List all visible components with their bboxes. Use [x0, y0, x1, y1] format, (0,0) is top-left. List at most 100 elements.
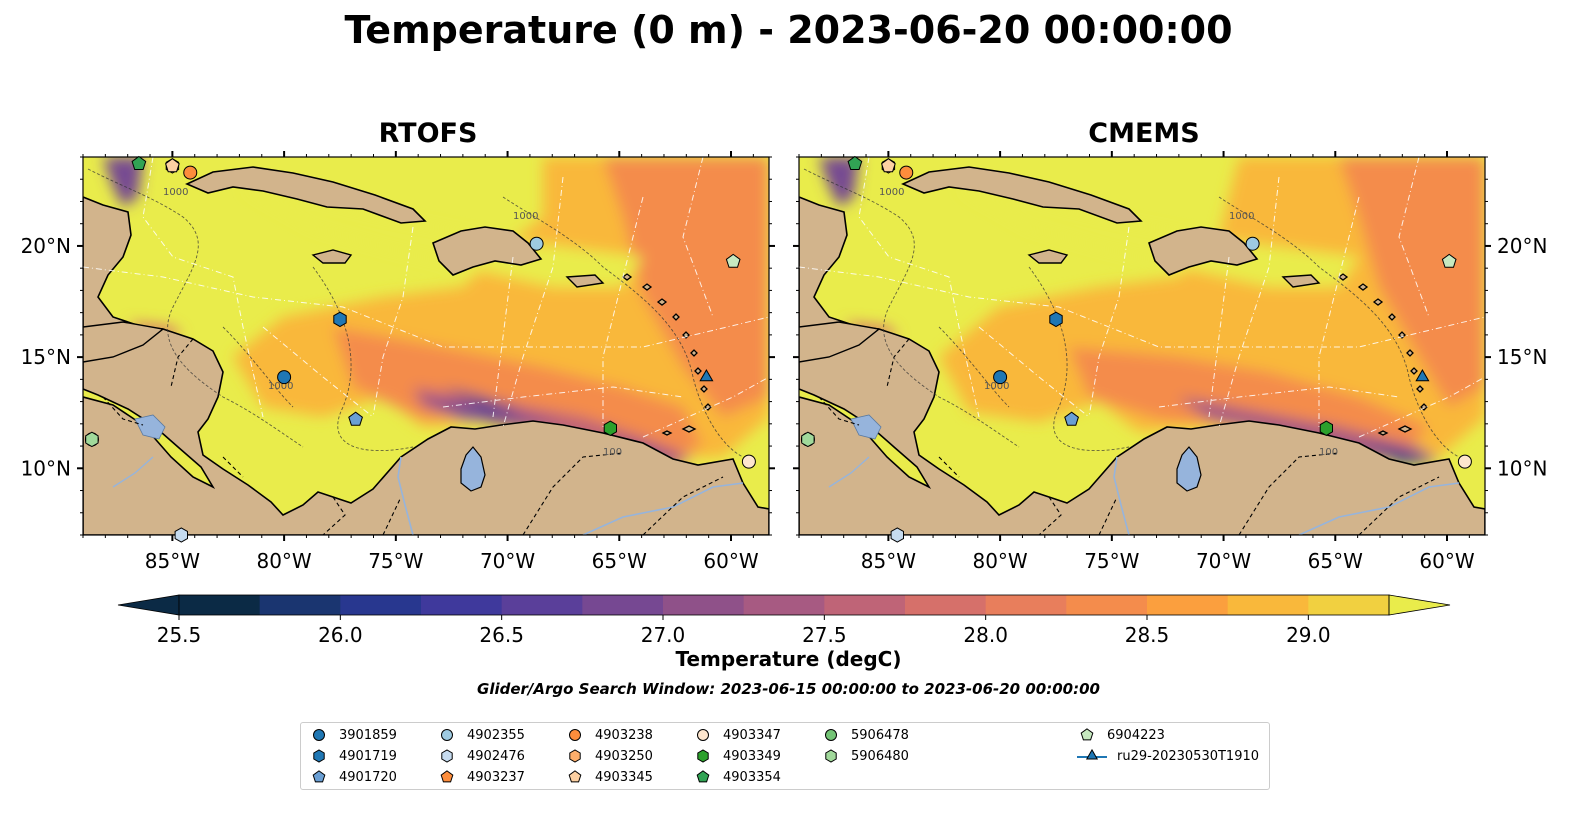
platform-marker-3901859: [277, 370, 292, 385]
platform-marker-4903354: [131, 155, 147, 170]
map-panel-rtofs: [83, 157, 769, 535]
lon-tick-label: 65°W: [1308, 549, 1363, 573]
colorbar-segment: [824, 595, 906, 615]
platform-marker-4902355: [1245, 236, 1260, 251]
legend-marker-icon: [568, 770, 582, 783]
legend-item: 6904223: [1077, 725, 1165, 745]
search-window-text: Glider/Argo Search Window: 2023-06-15 00…: [477, 680, 1100, 698]
colorbar-tick-label: 29.0: [1286, 623, 1331, 646]
map-panel-cmems: [799, 157, 1485, 535]
lat-tick-label: 20°N: [1497, 234, 1547, 258]
colorbar-label: Temperature (degC): [675, 647, 902, 671]
legend-label: 4903237: [467, 769, 525, 785]
platform-marker-4903347: [741, 454, 756, 469]
legend-item: 4903250: [565, 746, 653, 766]
legend-item: 4903345: [565, 767, 653, 787]
legend-item: 4902476: [437, 746, 525, 766]
legend-marker-icon: [825, 749, 837, 763]
platform-marker-4903345: [165, 158, 180, 173]
legend-item: 5906480: [821, 746, 909, 766]
lon-tick-label: 85°W: [861, 549, 916, 573]
platform-marker-ru29-20230530T1910: [699, 369, 714, 382]
colorbar-segment: [340, 595, 422, 615]
legend-marker-icon: [569, 729, 581, 741]
lon-tick-label: 70°W: [480, 549, 535, 573]
legend-label: 4903345: [595, 769, 653, 785]
legend-item: 4902355: [437, 725, 525, 745]
platform-marker-4903345: [881, 158, 896, 173]
platform-legend: 3901859 4901719 4901720 4902355 4902476 49032…: [300, 722, 1270, 790]
figure-title: Temperature (0 m) - 2023-06-20 00:00:00: [344, 8, 1233, 52]
lat-tick-label: 10°N: [1497, 456, 1547, 480]
colorbar-segment: [1308, 595, 1390, 615]
legend-label: 4901719: [339, 748, 397, 764]
legend-item: 4903347: [693, 725, 781, 745]
legend-item: 4901719: [309, 746, 397, 766]
colorbar: 25.5 26.0 26.5 27.0 27.5 28.0 28.5 29.0: [117, 594, 1451, 646]
platform-markers-cmems: [800, 155, 1472, 543]
legend-marker-icon: [825, 729, 837, 741]
legend-label: 5906480: [851, 748, 909, 764]
panel-title-cmems: CMEMS: [1088, 118, 1200, 149]
platform-marker-3901859: [993, 370, 1008, 385]
legend-label: 4902476: [467, 748, 525, 764]
legend-item: ru29-20230530T1910: [1077, 746, 1259, 766]
platform-marker-4902476: [174, 527, 188, 543]
lat-tick-label: 20°N: [21, 234, 71, 258]
panel-title-rtofs: RTOFS: [378, 118, 478, 149]
legend-item: 4903237: [437, 767, 525, 787]
colorbar-tick-label: 28.0: [963, 623, 1008, 646]
platform-marker-5906480: [85, 431, 99, 448]
legend-label: 6904223: [1107, 727, 1165, 743]
axis-ticks-right: 85°W 80°W 75°W 70°W 65°W 60°W 20°N 15°N 10°N: [793, 151, 1547, 573]
platform-marker-4901719: [1049, 311, 1063, 328]
legend-label: 4903354: [723, 769, 781, 785]
legend-item: 4901720: [309, 767, 397, 787]
platform-marker-ru29-20230530T1910: [1415, 369, 1430, 382]
colorbar-segment: [743, 595, 825, 615]
legend-label: ru29-20230530T1910: [1117, 748, 1260, 764]
lon-tick-label: 85°W: [145, 549, 200, 573]
platform-marker-4903349: [603, 420, 617, 436]
colorbar-tick-label: 27.5: [802, 623, 847, 646]
colorbar-segment: [1066, 595, 1148, 615]
lon-tick-label: 70°W: [1196, 549, 1251, 573]
legend-item: 5906478: [821, 725, 909, 745]
colorbar-extension-low: [117, 594, 180, 616]
lat-tick-label: 15°N: [21, 345, 71, 369]
platform-marker-4901719: [333, 311, 347, 328]
legend-marker-icon: [569, 749, 581, 763]
legend-marker-icon: [1085, 748, 1099, 760]
map-figure: 1000 1000 1000 100: [21, 151, 1547, 573]
legend-label: 4903349: [723, 748, 781, 764]
lon-tick-label: 80°W: [972, 549, 1027, 573]
legend-marker-icon: [313, 749, 325, 763]
lon-tick-label: 75°W: [368, 549, 423, 573]
platform-markers-rtofs: [84, 155, 756, 543]
colorbar-segment: [179, 595, 261, 615]
legend-item: 3901859: [309, 725, 397, 745]
platform-marker-4903347: [1457, 454, 1472, 469]
colorbar-segment: [905, 595, 987, 615]
legend-marker-icon: [313, 729, 325, 741]
platform-marker-6904223: [725, 253, 741, 268]
platform-marker-4901720: [348, 411, 363, 426]
lon-tick-label: 60°W: [703, 549, 758, 573]
colorbar-tick-label: 27.0: [641, 623, 686, 646]
platform-marker-4901720: [1064, 411, 1079, 426]
colorbar-segment: [259, 595, 341, 615]
platform-marker-5906480: [801, 431, 815, 448]
platform-marker-4903354: [847, 155, 863, 170]
colorbar-segment: [582, 595, 664, 615]
legend-label: 4902355: [467, 727, 525, 743]
colorbar-segment: [1147, 595, 1229, 615]
legend-marker-icon: [1080, 728, 1094, 741]
colorbar-tick-label: 26.0: [318, 623, 363, 646]
platform-marker-4903238: [899, 165, 914, 180]
legend-marker-icon: [696, 770, 710, 783]
lon-tick-label: 75°W: [1084, 549, 1139, 573]
axis-ticks-left: 85°W 80°W 75°W 70°W 65°W 60°W 20°N 15°N 10°N: [21, 151, 775, 573]
colorbar-segment: [1227, 595, 1309, 615]
colorbar-extension-high: [1388, 594, 1451, 616]
lon-tick-label: 80°W: [256, 549, 311, 573]
